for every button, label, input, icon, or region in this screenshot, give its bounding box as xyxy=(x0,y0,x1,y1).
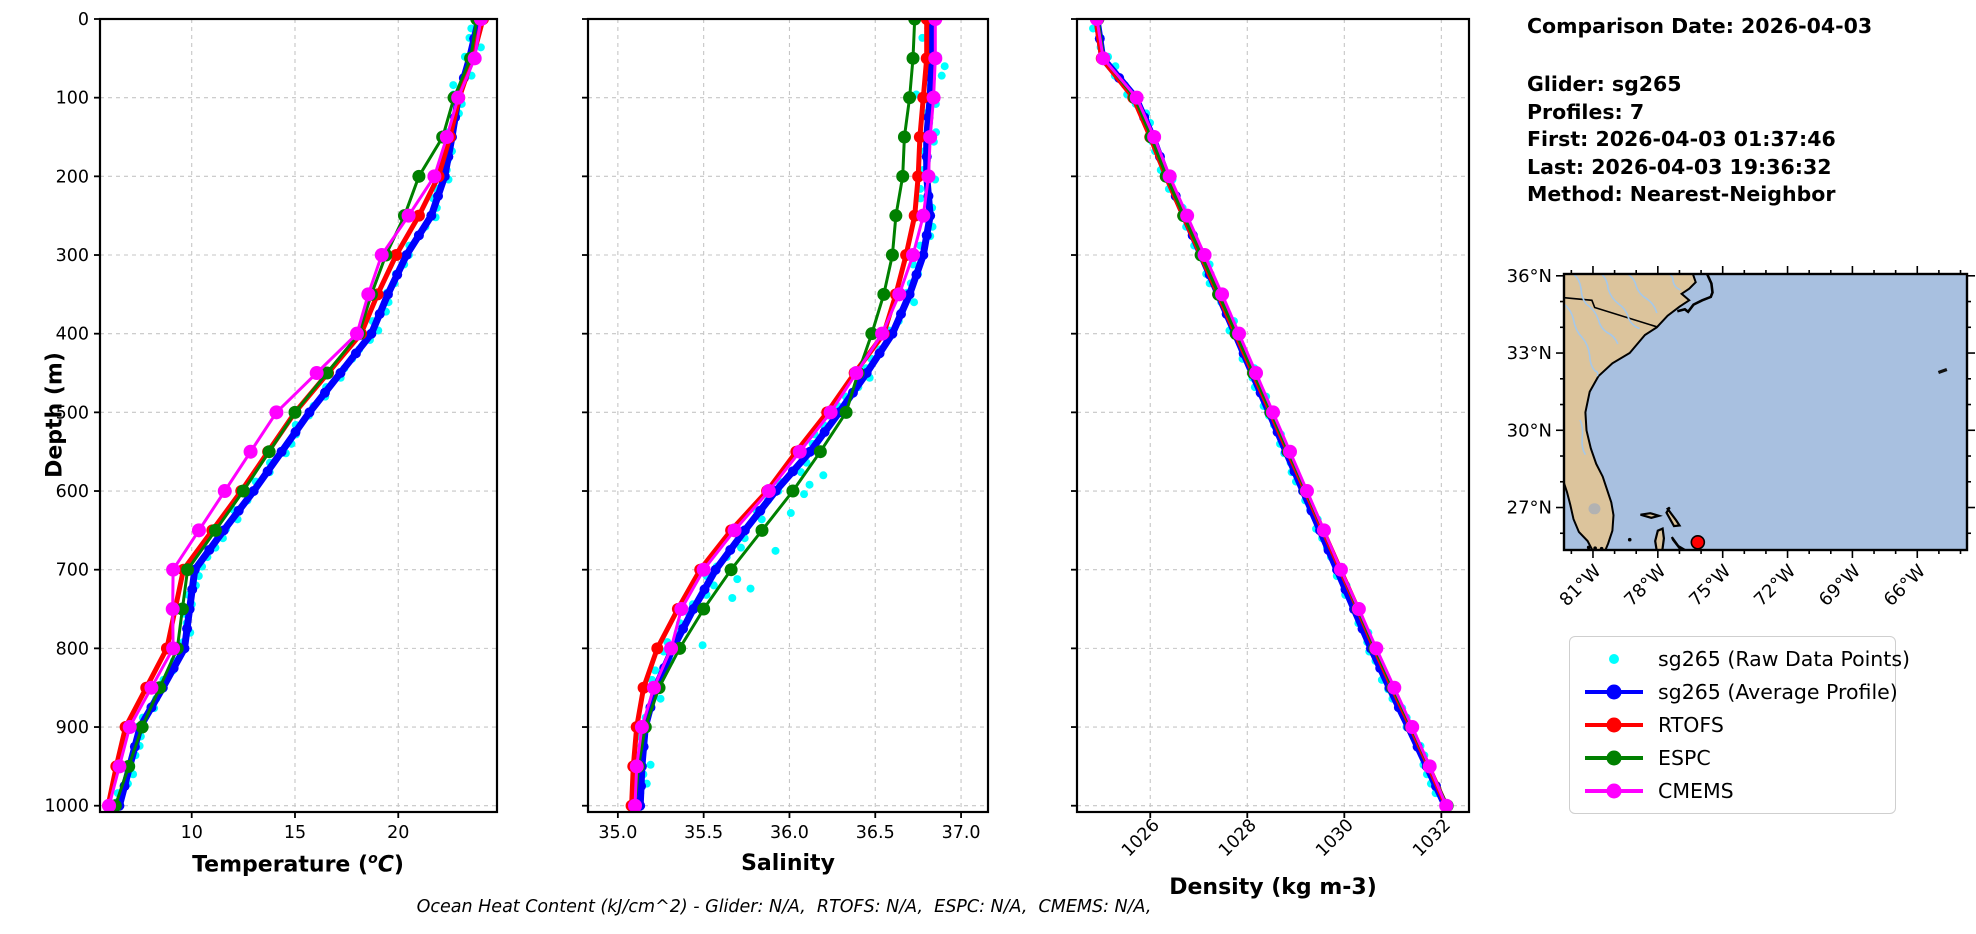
svg-text:900: 900 xyxy=(56,718,89,738)
map-rivers xyxy=(1564,274,1681,456)
salinity-panel: 35.0 35.5 36.0 36.5 37.0 xyxy=(582,17,990,843)
density-ticks xyxy=(1071,18,1443,818)
method-line: Method: Nearest-Neighbor xyxy=(1527,182,1836,207)
map-bermuda xyxy=(1937,367,1948,375)
map-outer-banks xyxy=(1676,274,1714,314)
svg-text:10: 10 xyxy=(181,823,203,843)
temperature-ticks xyxy=(94,18,400,818)
svg-text:69°W: 69°W xyxy=(1815,561,1865,611)
svg-text:400: 400 xyxy=(56,325,89,345)
legend-item: sg265 (Average Profile) xyxy=(1570,675,1898,708)
y-axis-label-depth: Depth (m) xyxy=(42,352,68,478)
svg-text:78°W: 78°W xyxy=(1620,561,1670,611)
svg-text:200: 200 xyxy=(56,167,89,187)
temperature-label-sup-o: o xyxy=(368,851,378,867)
svg-text:500: 500 xyxy=(56,403,89,423)
series-cmems-density xyxy=(1089,19,1454,812)
salinity-ticks xyxy=(582,18,962,818)
svg-text:36.5: 36.5 xyxy=(856,823,895,843)
x-axis-label-density: Density (kg m-3) xyxy=(1169,875,1377,900)
svg-text:81°W: 81°W xyxy=(1556,561,1606,611)
svg-text:1000: 1000 xyxy=(44,797,89,817)
legend-item-label: RTOFS xyxy=(1658,712,1724,737)
legend-line-dot-icon xyxy=(1570,679,1658,705)
salinity-axes-frame xyxy=(586,17,990,814)
map-state-border xyxy=(1564,296,1658,328)
map-ticks xyxy=(1556,266,1975,558)
svg-text:20: 20 xyxy=(387,823,409,843)
temperature-label-prefix: Temperature ( xyxy=(192,852,369,878)
svg-text:27°N: 27°N xyxy=(1507,498,1552,519)
series-cmems-salinity xyxy=(628,19,943,812)
legend-item-label: sg265 (Average Profile) xyxy=(1658,679,1898,704)
svg-text:15: 15 xyxy=(284,823,306,843)
legend: sg265 (Raw Data Points) sg265 (Average Pr… xyxy=(1569,636,1910,814)
svg-text:37.0: 37.0 xyxy=(942,823,981,843)
svg-text:35.0: 35.0 xyxy=(598,823,637,843)
density-panel: 1026 1028 1030 1032 xyxy=(1071,17,1471,861)
svg-text:36°N: 36°N xyxy=(1507,266,1552,287)
legend-line-dot-icon xyxy=(1570,712,1658,738)
map-islet xyxy=(1627,537,1632,542)
last-profile-time-line: Last: 2026-04-03 19:36:32 xyxy=(1527,154,1832,179)
x-axis-label-salinity: Salinity xyxy=(741,851,835,876)
x-axis-label-temperature: Temperature (oC) xyxy=(192,851,404,877)
glider-name-line: Glider: sg265 xyxy=(1527,72,1682,96)
map-land-us-southeast xyxy=(1564,274,1697,550)
legend-item: RTOFS xyxy=(1570,708,1895,741)
map-islet xyxy=(1586,545,1591,550)
legend-item: sg265 (Raw Data Points) xyxy=(1570,642,1910,675)
temperature-axes-frame xyxy=(98,17,499,814)
svg-text:72°W: 72°W xyxy=(1750,561,1800,611)
first-profile-time-line: First: 2026-04-03 01:37:46 xyxy=(1527,127,1836,152)
legend-item-label: CMEMS xyxy=(1658,778,1734,803)
svg-text:700: 700 xyxy=(56,561,89,581)
density-axes-frame xyxy=(1075,17,1471,814)
map-lake-okeechobee xyxy=(1588,503,1601,515)
svg-text:600: 600 xyxy=(56,482,89,502)
legend-line-dot-icon xyxy=(1570,778,1658,804)
temperature-label-suffix: ) xyxy=(393,852,404,878)
map-bahamas xyxy=(1640,506,1686,550)
svg-text:33°N: 33°N xyxy=(1507,343,1552,364)
legend-item-label: ESPC xyxy=(1658,745,1711,770)
svg-text:30°N: 30°N xyxy=(1507,420,1552,441)
temperature-label-C: C xyxy=(377,852,394,878)
glider-location-marker xyxy=(1690,534,1706,550)
profiles-count-line: Profiles: 7 xyxy=(1527,99,1645,124)
legend-item: ESPC xyxy=(1570,741,1895,774)
legend-raw-dot-icon xyxy=(1570,646,1658,672)
comparison-date-title: Comparison Date: 2026-04-03 xyxy=(1527,14,1873,38)
svg-text:75°W: 75°W xyxy=(1685,561,1735,611)
svg-text:35.5: 35.5 xyxy=(684,823,723,843)
ocean-heat-content-caption: Ocean Heat Content (kJ/cm^2) - Glider: N… xyxy=(416,897,1152,917)
legend-line-dot-icon xyxy=(1570,745,1658,771)
svg-text:300: 300 xyxy=(56,246,89,266)
glider-info-block: Glider: sg265 Profiles: 7 First: 2026-04… xyxy=(1527,71,1836,209)
svg-text:36.0: 36.0 xyxy=(770,823,809,843)
svg-text:0: 0 xyxy=(78,10,89,30)
legend-item: CMEMS xyxy=(1570,774,1895,807)
legend-item-label: sg265 (Raw Data Points) xyxy=(1658,646,1911,671)
salinity-tick-labels: 35.0 35.5 36.0 36.5 37.0 xyxy=(598,823,980,843)
series-cmems-temperature xyxy=(102,19,488,812)
svg-text:66°W: 66°W xyxy=(1880,561,1930,611)
svg-text:800: 800 xyxy=(56,639,89,659)
svg-text:100: 100 xyxy=(56,89,89,109)
